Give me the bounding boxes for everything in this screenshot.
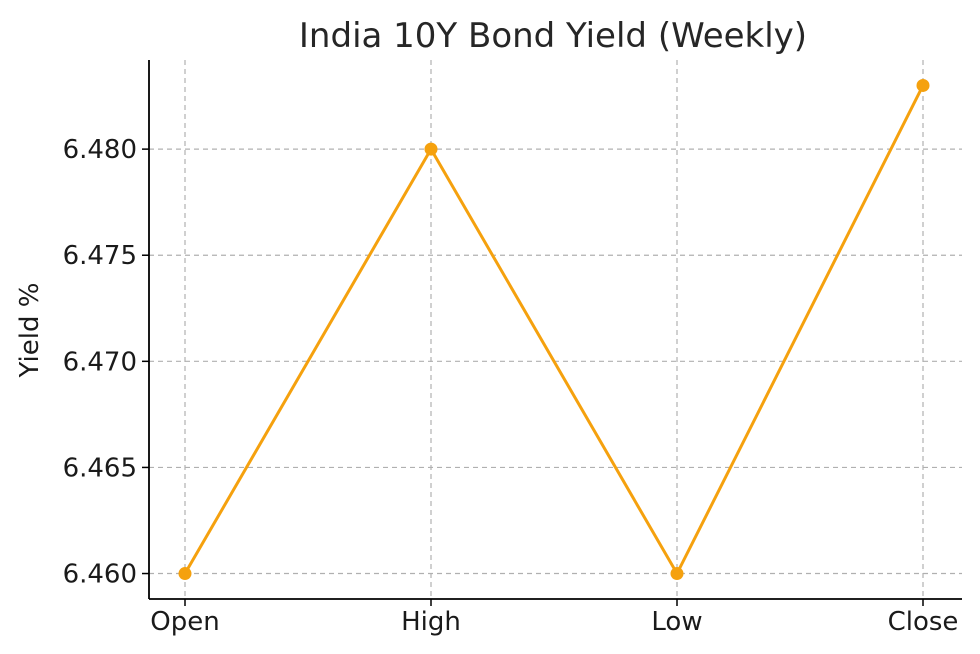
data-points bbox=[178, 78, 930, 581]
grid-lines bbox=[149, 60, 962, 599]
y-axis-label: Yield % bbox=[15, 283, 45, 379]
chart-title: India 10Y Bond Yield (Weekly) bbox=[299, 16, 807, 56]
x-tick-labels: Open High Low Close bbox=[150, 599, 958, 637]
y-tick-label: 6.460 bbox=[63, 560, 137, 590]
data-point-low bbox=[670, 567, 684, 581]
y-tick-label: 6.475 bbox=[63, 241, 137, 271]
x-tick-label: Close bbox=[888, 607, 959, 637]
x-tick-label: Open bbox=[150, 607, 219, 637]
y-tick-labels: 6.460 6.465 6.470 6.475 6.480 bbox=[63, 135, 149, 590]
x-tick-label: Low bbox=[651, 607, 702, 637]
y-tick-label: 6.470 bbox=[63, 347, 137, 377]
data-point-open bbox=[178, 567, 192, 581]
x-tick-label: High bbox=[401, 607, 461, 637]
y-tick-label: 6.480 bbox=[63, 135, 137, 165]
data-point-close bbox=[916, 78, 930, 92]
yield-line bbox=[183, 84, 925, 577]
y-tick-label: 6.465 bbox=[63, 453, 137, 483]
series-line bbox=[183, 84, 925, 577]
data-point-high bbox=[424, 142, 438, 156]
axes bbox=[148, 60, 962, 600]
